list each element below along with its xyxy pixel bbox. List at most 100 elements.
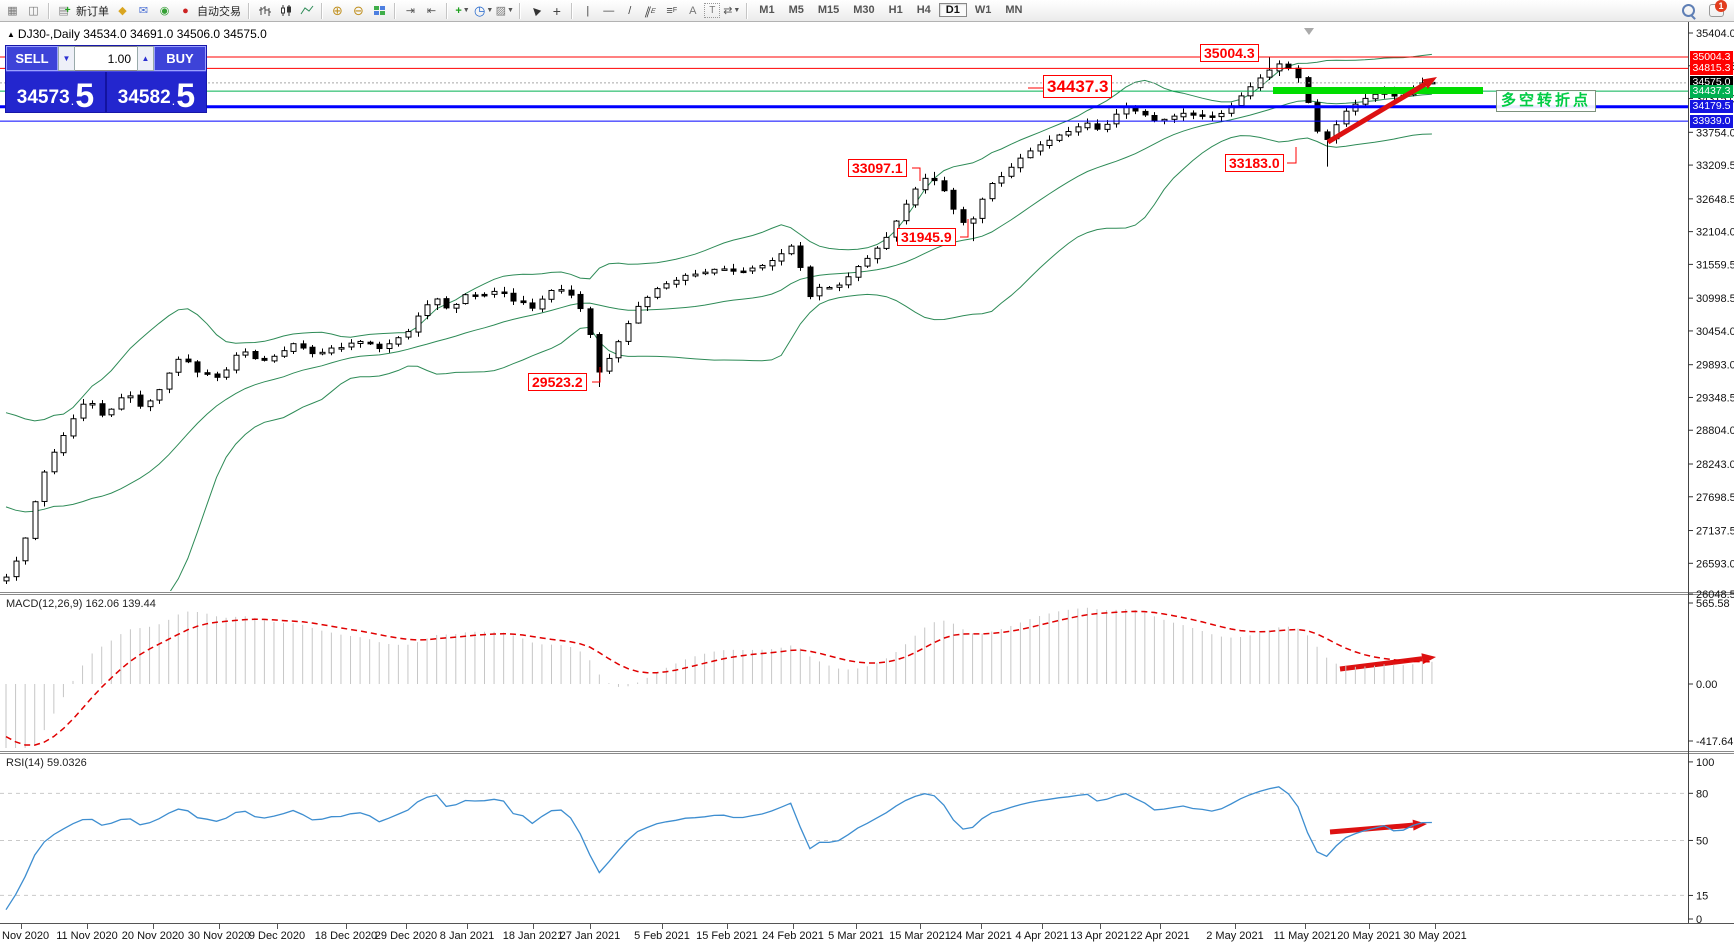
chart-title-text: DJ30-,Daily 34534.0 34691.0 34506.0 3457…: [17, 27, 267, 41]
svg-text:15: 15: [1696, 890, 1708, 902]
notifications-icon[interactable]: 1: [1709, 0, 1727, 17]
sell-button[interactable]: SELL: [6, 46, 58, 71]
toolbar-separator: [519, 2, 522, 19]
pivot-annotation-label[interactable]: 多空转折点: [1496, 90, 1597, 112]
price-callout[interactable]: 31945.9: [897, 228, 956, 246]
date-label: 5 Mar 2021: [828, 930, 884, 942]
date-label: 24 Feb 2021: [762, 930, 824, 942]
autotrading-icon[interactable]: ●: [182, 4, 189, 17]
date-label: 4 Apr 2021: [1015, 930, 1068, 942]
svg-text:30454.0: 30454.0: [1696, 326, 1734, 338]
chart-title: ▲ DJ30-,Daily 34534.0 34691.0 34506.0 345…: [7, 27, 267, 41]
timeframe-button-M30[interactable]: M30: [853, 4, 875, 16]
svg-text:28243.0: 28243.0: [1696, 459, 1734, 471]
green-highlight-bar: [1273, 87, 1483, 94]
svg-text:28804.0: 28804.0: [1696, 425, 1734, 437]
timeframe-button-D1[interactable]: D1: [938, 3, 967, 17]
indicator-layer: [0, 607, 1688, 911]
bar-chart-icon[interactable]: [255, 2, 274, 20]
axis-price-badge: 35004.3: [1690, 50, 1733, 64]
new-chart-icon[interactable]: ▦: [7, 5, 18, 17]
volume-increase-button[interactable]: ▲: [137, 46, 154, 71]
date-label: 2 Nov 2020: [0, 930, 49, 942]
chart-shift-icon[interactable]: ⇤: [426, 5, 437, 17]
price-callout[interactable]: 34437.3: [1043, 75, 1113, 98]
axis-price-badge: 34437.3: [1690, 84, 1733, 98]
new-order-button[interactable]: ▤ +: [58, 5, 71, 17]
expert-advisors-icon[interactable]: ✉: [138, 5, 149, 17]
date-label: 24 Mar 2021: [950, 930, 1012, 942]
svg-text:33754.0: 33754.0: [1696, 127, 1734, 139]
price-callout[interactable]: 35004.3: [1200, 44, 1259, 62]
macd-label: MACD(12,26,9) 162.06 139.44: [6, 598, 156, 610]
cursor-icon[interactable]: ▶: [529, 3, 543, 18]
date-label: 20 May 2021: [1337, 930, 1401, 942]
notification-badge: 1: [1715, 0, 1727, 12]
date-label: 18 Jan 2021: [503, 930, 564, 942]
svg-text:565.58: 565.58: [1696, 598, 1730, 610]
svg-text:32648.5: 32648.5: [1696, 194, 1734, 206]
date-label: 11 Nov 2020: [56, 930, 118, 942]
timeframe-button-W1[interactable]: W1: [974, 4, 992, 16]
ask-price[interactable]: 34582. 5: [105, 72, 206, 113]
signal-icon[interactable]: ◉: [159, 5, 170, 17]
crosshair-icon[interactable]: +: [552, 2, 561, 19]
rsi-line: [5, 786, 1432, 911]
auto-scroll-icon[interactable]: ⇥: [405, 5, 416, 17]
date-label: 15 Feb 2021: [696, 930, 758, 942]
fibonacci-tool-icon[interactable]: ≡ F: [666, 4, 678, 17]
price-callout[interactable]: 33097.1: [848, 159, 907, 177]
search-icon[interactable]: [1679, 2, 1698, 20]
zoom-in-icon[interactable]: ⊕: [332, 2, 343, 18]
svg-text:33209.5: 33209.5: [1696, 160, 1734, 172]
volume-decrease-button[interactable]: ▼: [58, 46, 75, 71]
line-chart-icon[interactable]: [297, 2, 316, 20]
svg-text:26593.0: 26593.0: [1696, 558, 1734, 570]
price-callout[interactable]: 33183.0: [1225, 154, 1284, 172]
date-label: 20 Nov 2020: [122, 930, 184, 942]
timeframe-button-H4[interactable]: H4: [916, 4, 931, 16]
autotrading-label[interactable]: 自动交易: [197, 5, 241, 18]
tile-windows-icon[interactable]: [370, 2, 389, 20]
timeframe-button-MN[interactable]: MN: [1005, 4, 1023, 16]
text-tool-icon[interactable]: A: [689, 4, 697, 17]
templates-icon[interactable]: ▨ ▼: [495, 5, 514, 17]
add-indicator-icon[interactable]: + ▼: [455, 4, 470, 17]
volume-input[interactable]: 1.00: [75, 46, 137, 71]
axis-layer: 35404.034859.534315.033754.033209.532648…: [0, 21, 1734, 942]
svg-text:27698.5: 27698.5: [1696, 492, 1734, 504]
trade-panel-prices: 34573. 5 34582. 5: [6, 71, 206, 115]
timeframe-button-M5[interactable]: M5: [788, 4, 804, 16]
candlestick-layer: [3, 57, 1436, 584]
periods-clock-icon[interactable]: ◷ ▼: [474, 2, 494, 18]
zoom-out-icon[interactable]: ⊖: [353, 2, 364, 18]
toolbar-separator: [746, 2, 749, 19]
svg-text:0: 0: [1696, 914, 1702, 926]
timeframe-button-M1[interactable]: M1: [759, 4, 775, 16]
svg-text:29893.0: 29893.0: [1696, 360, 1734, 372]
trendline-tool-icon[interactable]: /: [628, 4, 632, 17]
axis-price-badge: 34179.5: [1690, 100, 1733, 114]
buy-button[interactable]: BUY: [154, 46, 206, 71]
vertical-line-tool-icon[interactable]: |: [586, 4, 590, 17]
svg-text:0.00: 0.00: [1696, 679, 1717, 691]
timeframe-button-M15[interactable]: M15: [817, 4, 840, 16]
data-window-icon[interactable]: ◫: [28, 5, 39, 17]
date-label: 13 Apr 2021: [1070, 930, 1129, 942]
svg-text:100: 100: [1696, 757, 1714, 769]
bid-price[interactable]: 34573. 5: [16, 77, 95, 115]
price-callout[interactable]: 29523.2: [528, 373, 587, 391]
shapes-tool-icon[interactable]: ⇄ ▼: [723, 5, 741, 17]
horizontal-line-tool-icon[interactable]: —: [603, 4, 615, 17]
metaeditor-icon[interactable]: ◆: [118, 5, 127, 17]
timeframe-button-H1[interactable]: H1: [888, 4, 903, 16]
text-label-tool-icon[interactable]: T: [704, 3, 721, 18]
candlestick-chart-icon[interactable]: [276, 2, 295, 20]
channel-tool-icon[interactable]: ∥ E: [643, 5, 657, 17]
trade-panel-row1: SELL ▼ 1.00 ▲ BUY: [6, 46, 206, 71]
new-order-label[interactable]: 新订单: [76, 5, 109, 18]
date-label: 30 May 2021: [1403, 930, 1467, 942]
collapse-icon[interactable]: ▲: [7, 30, 15, 39]
